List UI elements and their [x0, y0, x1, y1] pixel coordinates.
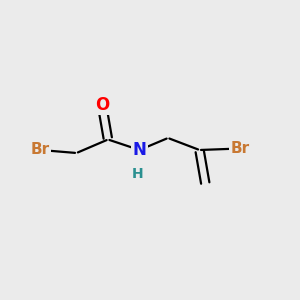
Text: H: H	[132, 167, 143, 181]
Text: Br: Br	[31, 142, 50, 158]
Text: N: N	[133, 141, 146, 159]
Text: O: O	[95, 96, 109, 114]
Text: Br: Br	[230, 141, 250, 156]
